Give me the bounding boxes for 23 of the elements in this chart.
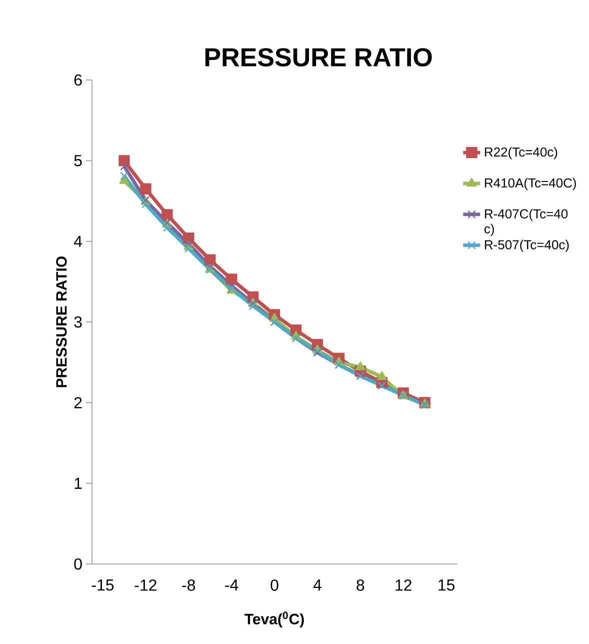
x-tick-label: -4 xyxy=(225,580,238,591)
y-tick-label: 2 xyxy=(74,397,82,408)
y-tick-label: 6 xyxy=(74,74,82,86)
x-tick-label: -8 xyxy=(182,580,196,591)
y-axis-title: PRESSURE RATIO xyxy=(56,256,67,388)
x-tick-label: 15 xyxy=(438,580,454,591)
x-tick-label: -12 xyxy=(134,580,156,591)
x-tick-label: 0 xyxy=(270,580,278,591)
legend-label: R410A(Tc=40C) xyxy=(484,178,576,190)
legend-label: R22(Tc=40c) xyxy=(484,147,558,160)
y-tick-label: 0 xyxy=(74,558,82,570)
x-tick-label: 8 xyxy=(356,580,364,591)
chart-title: PRESSURE RATIO xyxy=(205,48,432,66)
y-tick-label: 4 xyxy=(74,236,82,247)
x-axis-title: Teva($^{0}$C) xyxy=(244,612,304,628)
x-tick-label: 12 xyxy=(396,580,412,591)
x-tick-label: -15 xyxy=(92,580,114,591)
legend-label: R-407C(Tc=40 c) xyxy=(484,208,568,236)
legend-label: R-507(Tc=40c) xyxy=(484,240,569,252)
y-tick-label: 1 xyxy=(74,478,82,489)
x-tick-label: 4 xyxy=(313,580,322,591)
y-tick-label: 3 xyxy=(74,316,82,328)
y-tick-label: 5 xyxy=(74,155,82,166)
